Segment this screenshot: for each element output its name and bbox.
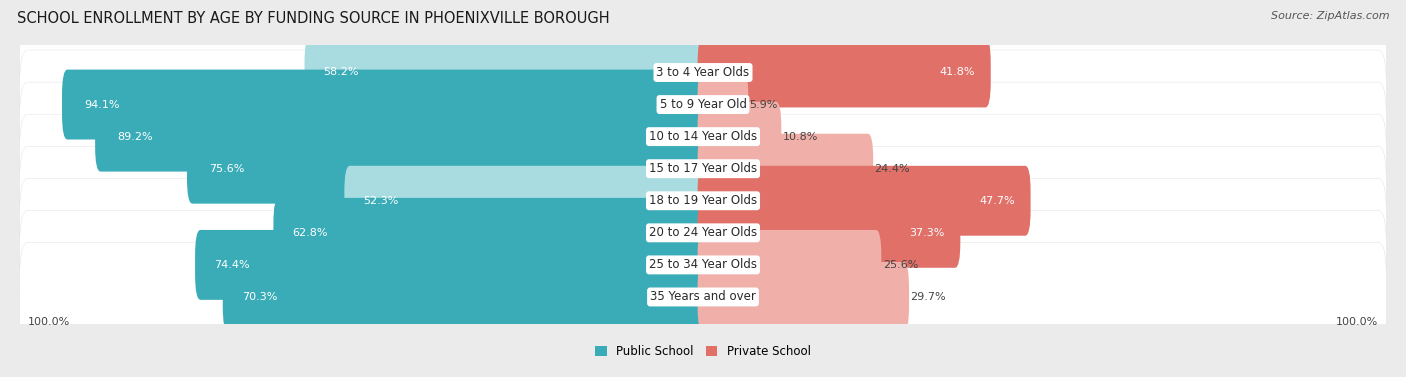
- FancyBboxPatch shape: [20, 82, 1386, 191]
- Text: 5.9%: 5.9%: [749, 100, 778, 110]
- Text: 3 to 4 Year Olds: 3 to 4 Year Olds: [657, 66, 749, 79]
- FancyBboxPatch shape: [697, 70, 748, 139]
- FancyBboxPatch shape: [697, 198, 960, 268]
- FancyBboxPatch shape: [20, 210, 1386, 319]
- FancyBboxPatch shape: [20, 146, 1386, 255]
- FancyBboxPatch shape: [20, 50, 1386, 159]
- Text: 94.1%: 94.1%: [84, 100, 120, 110]
- FancyBboxPatch shape: [96, 102, 709, 172]
- FancyBboxPatch shape: [697, 38, 991, 107]
- FancyBboxPatch shape: [62, 70, 709, 139]
- FancyBboxPatch shape: [344, 166, 709, 236]
- Text: 52.3%: 52.3%: [363, 196, 399, 206]
- Text: 37.3%: 37.3%: [910, 228, 945, 238]
- Text: 24.4%: 24.4%: [875, 164, 910, 174]
- Text: 74.4%: 74.4%: [214, 260, 250, 270]
- FancyBboxPatch shape: [697, 166, 1031, 236]
- FancyBboxPatch shape: [20, 18, 1386, 127]
- Text: 29.7%: 29.7%: [910, 292, 946, 302]
- Text: 100.0%: 100.0%: [1336, 317, 1378, 327]
- FancyBboxPatch shape: [305, 38, 709, 107]
- FancyBboxPatch shape: [697, 262, 910, 332]
- Text: 70.3%: 70.3%: [242, 292, 277, 302]
- FancyBboxPatch shape: [195, 230, 709, 300]
- FancyBboxPatch shape: [187, 134, 709, 204]
- Text: 25 to 34 Year Olds: 25 to 34 Year Olds: [650, 258, 756, 271]
- Text: SCHOOL ENROLLMENT BY AGE BY FUNDING SOURCE IN PHOENIXVILLE BOROUGH: SCHOOL ENROLLMENT BY AGE BY FUNDING SOUR…: [17, 11, 609, 26]
- FancyBboxPatch shape: [20, 178, 1386, 287]
- FancyBboxPatch shape: [697, 230, 882, 300]
- Text: 18 to 19 Year Olds: 18 to 19 Year Olds: [650, 194, 756, 207]
- Text: 5 to 9 Year Old: 5 to 9 Year Old: [659, 98, 747, 111]
- Text: 47.7%: 47.7%: [980, 196, 1015, 206]
- Text: Source: ZipAtlas.com: Source: ZipAtlas.com: [1271, 11, 1389, 21]
- Text: 89.2%: 89.2%: [117, 132, 153, 142]
- FancyBboxPatch shape: [20, 114, 1386, 223]
- Text: 10 to 14 Year Olds: 10 to 14 Year Olds: [650, 130, 756, 143]
- Text: 41.8%: 41.8%: [939, 67, 976, 78]
- Text: 15 to 17 Year Olds: 15 to 17 Year Olds: [650, 162, 756, 175]
- Legend: Public School, Private School: Public School, Private School: [591, 340, 815, 363]
- FancyBboxPatch shape: [20, 242, 1386, 351]
- Text: 35 Years and over: 35 Years and over: [650, 290, 756, 303]
- FancyBboxPatch shape: [222, 262, 709, 332]
- FancyBboxPatch shape: [697, 134, 873, 204]
- Text: 10.8%: 10.8%: [783, 132, 818, 142]
- Text: 75.6%: 75.6%: [209, 164, 245, 174]
- FancyBboxPatch shape: [273, 198, 709, 268]
- Text: 100.0%: 100.0%: [28, 317, 70, 327]
- FancyBboxPatch shape: [697, 102, 782, 172]
- Text: 62.8%: 62.8%: [292, 228, 328, 238]
- Text: 58.2%: 58.2%: [323, 67, 359, 78]
- Text: 20 to 24 Year Olds: 20 to 24 Year Olds: [650, 226, 756, 239]
- Text: 25.6%: 25.6%: [883, 260, 918, 270]
